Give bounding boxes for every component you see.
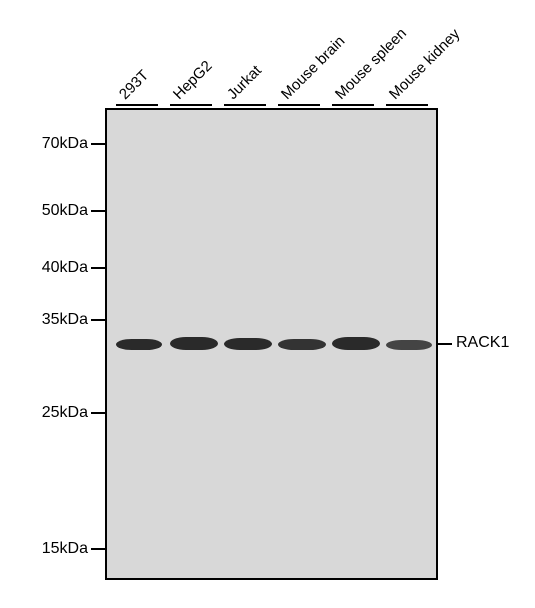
lane-underline: [116, 104, 158, 106]
lane-underline: [332, 104, 374, 106]
mw-tick: [91, 210, 105, 212]
mw-tick: [91, 267, 105, 269]
target-tick: [438, 343, 452, 345]
band-lane-3: [224, 338, 272, 350]
lane-underline: [224, 104, 266, 106]
mw-tick: [91, 412, 105, 414]
lane-label-293t: 293T: [116, 67, 152, 103]
blot-figure: 70kDa 50kDa 40kDa 35kDa 25kDa 15kDa 293T…: [0, 0, 535, 608]
mw-label: 50kDa: [30, 202, 88, 220]
target-label: RACK1: [456, 334, 509, 352]
band-lane-4: [278, 339, 326, 350]
mw-label: 35kDa: [30, 311, 88, 329]
band-lane-1: [116, 339, 162, 350]
mw-tick: [91, 548, 105, 550]
band-lane-5: [332, 337, 380, 350]
mw-tick: [91, 143, 105, 145]
mw-label: 70kDa: [30, 135, 88, 153]
band-lane-6: [386, 340, 432, 350]
mw-tick: [91, 319, 105, 321]
lane-underline: [170, 104, 212, 106]
mw-label: 15kDa: [30, 540, 88, 558]
lane-label-hepg2: HepG2: [170, 57, 216, 103]
lane-underline: [278, 104, 320, 106]
lane-underline: [386, 104, 428, 106]
band-lane-2: [170, 337, 218, 350]
lane-label-jurkat: Jurkat: [224, 62, 265, 103]
mw-label: 40kDa: [30, 259, 88, 277]
mw-label: 25kDa: [30, 404, 88, 422]
